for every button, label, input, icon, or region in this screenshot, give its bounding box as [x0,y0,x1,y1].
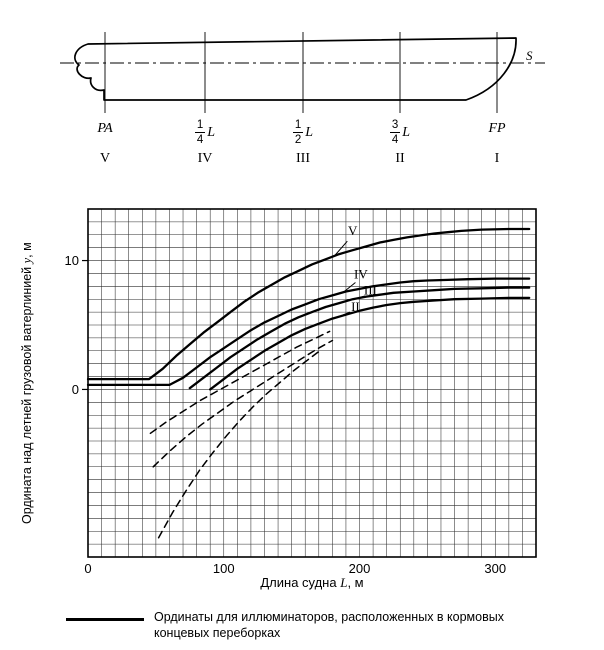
fp-label: FP [488,121,506,136]
curve-label-V: V [348,223,358,238]
length-symbol: L [402,124,411,140]
station-label-fp: FP [457,119,537,137]
section-ii: II [395,151,405,166]
x-axis-title: Длина судна L, м [260,575,364,590]
fraction-three-quarters: 3 4 [389,119,401,146]
section-numerals-row: V IV III II I [0,149,604,171]
curve-dashed-3 [157,348,323,539]
curve-dashed-2 [152,339,334,468]
curve-dashed-1 [149,330,331,435]
station-label-threequarter-l: 3 4 L [360,119,440,146]
summer-waterline-label: S [526,48,533,63]
x-tick-label: 300 [484,561,506,576]
curve-label-III: III [364,283,377,298]
y-tick-label: 0 [72,382,79,397]
y-axis-title: Ордината над летней грузовой ватерлинией… [20,242,34,524]
section-iv: IV [197,151,213,166]
leader-line-V [333,240,348,258]
legend-text: Ординаты для иллюминаторов, расположенны… [154,610,504,641]
curve-label-II: II [351,299,360,314]
station-label-pa: PA [65,119,145,137]
length-symbol: L [305,124,314,140]
leader-line-IV [344,282,356,292]
fraction-one-half: 1 2 [292,119,304,146]
curve-label-IV: IV [354,267,368,282]
x-tick-label: 0 [84,561,91,576]
station-label-quarter-l: 1 4 L [165,119,245,146]
y-symbol: y [20,257,34,264]
leader-line-II [340,311,351,317]
curve-IV [86,277,531,387]
section-iii: III [296,151,310,166]
section-v: V [99,151,111,166]
y-tick-label: 10 [65,253,79,268]
x-tick-label: 200 [349,561,371,576]
section-i: I [494,151,500,166]
curve-II [209,296,531,391]
length-symbol: L [207,124,216,140]
hull-outline [74,37,517,101]
leader-line-III [353,295,366,300]
station-labels-row: PA 1 4 L 1 2 L 3 4 L FP [0,119,604,149]
ship-profile-drawing: S [60,32,545,113]
curve-III [188,286,531,390]
fraction-one-quarter: 1 4 [194,119,206,146]
pa-label: PA [97,121,113,136]
curve-V [86,227,531,381]
length-symbol: L [340,575,348,590]
x-tick-label: 100 [213,561,235,576]
station-label-half-l: 1 2 L [263,119,343,146]
plot-border [87,208,537,558]
legend-solid-line-sample [66,618,144,621]
